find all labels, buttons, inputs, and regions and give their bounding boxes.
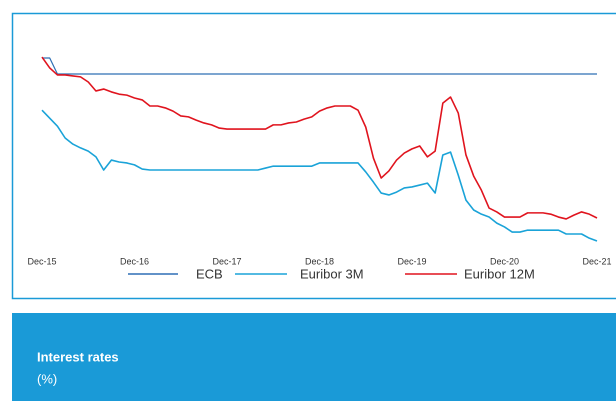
- x-tick-label: Dec-20: [490, 256, 519, 266]
- line-series: [41, 56, 598, 220]
- x-tick-label: Dec-16: [120, 256, 149, 266]
- legend-label: Euribor 3M: [300, 266, 364, 281]
- x-tick-label: Dec-15: [27, 256, 56, 266]
- caption-band: [12, 313, 616, 401]
- chart-title: Interest rates: [37, 349, 119, 364]
- chart-frame: [11, 12, 616, 300]
- x-tick-label: Dec-19: [397, 256, 426, 266]
- x-tick-label: Dec-17: [212, 256, 241, 266]
- x-tick-label: Dec-18: [305, 256, 334, 266]
- chart-subtitle: (%): [37, 371, 57, 386]
- line-series: [42, 57, 597, 75]
- legend-label: ECB: [196, 266, 223, 281]
- line-series: [41, 109, 598, 242]
- legend-label: Euribor 12M: [464, 266, 535, 281]
- x-tick-label: Dec-21: [582, 256, 611, 266]
